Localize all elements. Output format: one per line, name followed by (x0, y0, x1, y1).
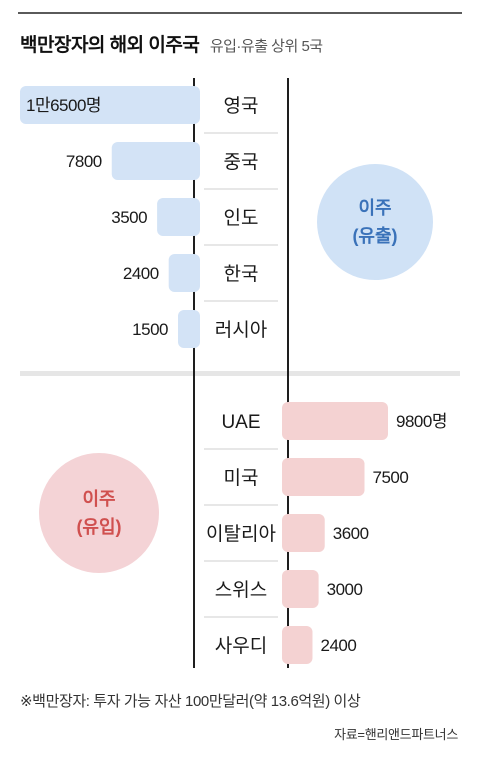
inflow-bar-3 (282, 514, 325, 552)
inflow-country-label-2: 미국 (224, 467, 259, 489)
title-sub: 유입·유출 상위 5국 (209, 38, 323, 55)
outflow-bar-2 (111, 142, 200, 180)
outflow-country-label-1: 영국 (224, 95, 259, 117)
outflow-country-label-5: 러시아 (215, 319, 267, 341)
outflow-value-label-4: 2400 (123, 264, 159, 283)
inflow-badge (39, 453, 159, 573)
outflow-value-label-5: 1500 (132, 320, 168, 339)
outflow-bar-1 (20, 86, 200, 124)
outflow-bar-5 (178, 310, 200, 348)
inflow-value-label-4: 3000 (327, 580, 363, 599)
inflow-country-label-1: UAE (221, 412, 260, 433)
outflow-value-label-1: 1만6500명 (26, 96, 101, 115)
inflow-value-label-5: 2400 (320, 636, 356, 655)
outflow-bar-4 (168, 254, 200, 292)
section-separator (20, 371, 460, 376)
outflow-badge-line1: 이주 (358, 198, 391, 218)
inflow-bar-2 (282, 458, 365, 496)
inflow-badge-line1: 이주 (82, 489, 115, 509)
outflow-badge (317, 164, 433, 280)
source-note: 자료=핸리앤드파트너스 (334, 727, 458, 742)
inflow-bar-1 (282, 402, 388, 440)
chart-title: 백만장자의 해외 이주국 유입·유출 상위 5국 (20, 30, 323, 57)
outflow-country-label-3: 인도 (224, 207, 259, 229)
inflow-value-label-1: 9800명 (396, 412, 447, 431)
inflow-bar-4 (282, 570, 319, 608)
top-rule (18, 12, 462, 14)
inflow-country-label-3: 이탈리아 (206, 523, 276, 545)
inflow-value-label-3: 3600 (333, 524, 369, 543)
inflow-country-label-4: 스위스 (215, 579, 267, 601)
outflow-value-label-3: 3500 (111, 208, 147, 227)
outflow-badge-line2: (유출) (352, 226, 397, 246)
inflow-value-label-2: 7500 (373, 468, 409, 487)
inflow-bar-5 (282, 626, 313, 664)
title-main: 백만장자의 해외 이주국 (20, 35, 200, 56)
outflow-country-label-4: 한국 (224, 263, 259, 285)
outflow-bar-3 (157, 198, 200, 236)
outflow-country-label-2: 중국 (224, 152, 259, 173)
outflow-value-label-2: 7800 (66, 152, 102, 171)
footnote: ※백만장자: 투자 가능 자산 100만달러(약 13.6억원) 이상 (20, 693, 361, 710)
inflow-country-label-5: 사우디 (215, 635, 267, 657)
inflow-badge-line2: (유입) (76, 516, 121, 537)
